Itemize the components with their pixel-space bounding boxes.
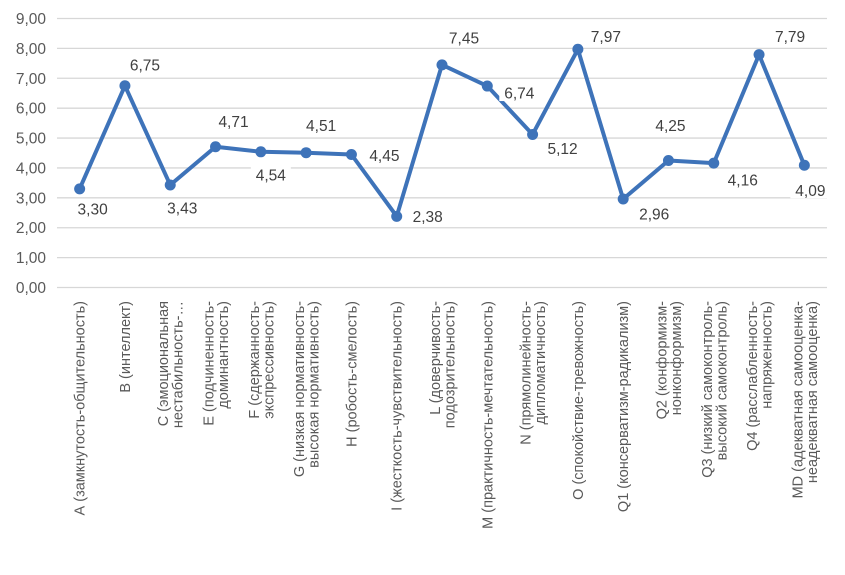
y-axis-tick-label: 7,00 — [16, 71, 47, 88]
data-point-label: 2,38 — [413, 209, 443, 226]
data-point-marker — [481, 80, 493, 92]
data-label-background — [301, 116, 342, 134]
y-axis-tick-label: 4,00 — [16, 160, 47, 177]
data-point-label: 4,25 — [655, 118, 685, 135]
x-axis-label: I (жесткость-чувствительность) — [390, 301, 406, 511]
data-point-marker — [662, 154, 674, 166]
y-axis-tick-label: 6,00 — [16, 101, 47, 118]
y-axis-tick-label: 8,00 — [16, 41, 47, 58]
data-point-marker — [617, 193, 629, 205]
data-point-marker — [798, 159, 810, 171]
data-point-marker — [300, 147, 312, 159]
data-label-background — [542, 139, 583, 157]
x-axis-label: Q4 (расслабленность-напряженность) — [745, 301, 776, 451]
x-axis-label: MD (адекватная самооценка-неадекватная с… — [790, 301, 821, 499]
data-point-label: 3,43 — [167, 200, 197, 217]
data-point-label: 7,97 — [591, 29, 621, 46]
data-label-background — [722, 171, 763, 189]
x-axis-label: В (интеллект) — [118, 301, 134, 393]
data-label-background — [162, 198, 203, 216]
data-point-label: 2,96 — [639, 207, 669, 224]
x-axis-label: М (практичность-мечтательность) — [480, 301, 496, 529]
x-axis-label: Н (робость-смелость) — [344, 301, 360, 447]
x-axis-label: О (спокойствие-тревожность) — [571, 301, 587, 500]
data-label-background — [499, 84, 540, 102]
x-axis-label: G (низкая нормативность-высокая норматив… — [292, 301, 323, 477]
data-label-background — [72, 199, 113, 217]
x-axis-label: F (сдержанность-экспрессивность) — [247, 301, 278, 419]
x-axis-label: Q2 (конформизм-нонконформизм) — [654, 301, 685, 420]
data-point-marker — [255, 146, 267, 158]
x-axis-label: L (доверчивость-подозрительность) — [428, 301, 459, 428]
data-point-label: 3,30 — [78, 201, 109, 218]
data-label-background — [124, 55, 165, 73]
data-point-label: 4,45 — [369, 148, 399, 165]
y-axis-tick-label: 0,00 — [16, 280, 47, 297]
x-axis-label: Q1 (консерватизм-радикализм) — [616, 301, 632, 512]
data-point-marker — [119, 80, 131, 92]
data-point-marker — [572, 43, 584, 55]
data-point-label: 4,09 — [795, 183, 825, 200]
data-point-marker — [164, 179, 176, 191]
data-point-label: 4,54 — [256, 167, 287, 184]
y-axis-tick-label: 2,00 — [16, 220, 47, 237]
data-label-background — [407, 207, 448, 225]
data-point-label: 7,79 — [775, 29, 805, 46]
y-axis-tick-label: 3,00 — [16, 190, 47, 207]
x-axis-label: Q3 (низкий самоконтроль-высокий самоконт… — [700, 301, 731, 478]
x-axis-label: Е (подчиненность-доминантность) — [202, 301, 233, 426]
data-label-background — [770, 27, 811, 45]
data-label-background — [213, 112, 254, 130]
data-point-label: 5,12 — [548, 141, 578, 158]
data-label-background — [250, 165, 291, 183]
data-point-marker — [391, 210, 403, 222]
data-label-background — [634, 205, 675, 223]
data-point-label: 6,74 — [504, 86, 535, 103]
data-label-background — [790, 181, 831, 199]
x-axis-label: N (прямолинейность-дипломатичность) — [519, 301, 550, 445]
data-point-marker — [74, 183, 86, 195]
data-point-marker — [753, 49, 765, 61]
data-point-marker — [708, 157, 720, 169]
x-axis-label: С (эмоциональнаянестабильность-… — [156, 301, 187, 428]
data-point-label: 7,45 — [449, 30, 479, 47]
data-point-label: 4,16 — [728, 173, 758, 190]
y-axis-tick-label: 5,00 — [16, 131, 47, 148]
data-point-marker — [210, 141, 222, 153]
data-label-background — [650, 116, 691, 134]
x-axis-label: А (замкнутость-общительность) — [73, 301, 89, 515]
data-label-background — [444, 28, 484, 46]
data-point-label: 4,71 — [218, 114, 248, 131]
data-label-background — [585, 27, 626, 45]
y-axis-tick-label: 1,00 — [16, 250, 47, 267]
data-point-marker — [345, 148, 357, 160]
data-point-marker — [436, 59, 448, 71]
data-point-label: 6,75 — [130, 57, 160, 74]
y-axis-tick-label: 9,00 — [16, 11, 47, 28]
data-point-label: 4,51 — [306, 118, 336, 135]
data-label-background — [364, 146, 405, 164]
data-point-marker — [527, 128, 539, 140]
